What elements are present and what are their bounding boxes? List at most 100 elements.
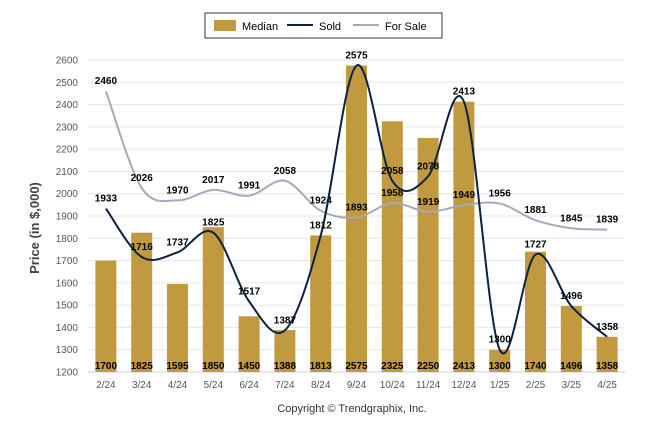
sold-point-label: 1716 [131,242,154,253]
median-bar-label: 1813 [310,361,333,372]
sold-point-label: 1825 [202,218,225,229]
y-axis-title: Price (in $,000) [27,182,42,274]
legend: Median Sold For Sale [204,12,443,39]
y-tick-label: 2200 [56,145,79,156]
for-sale-point-label: 1893 [345,203,368,214]
median-bar-label: 1300 [489,361,512,372]
sold-point-label: 1727 [524,240,547,251]
for-sale-point-label: 1919 [417,197,440,208]
y-tick-label: 1400 [56,323,79,334]
median-bar [525,251,546,372]
for-sale-point-label: 1949 [453,190,476,201]
x-tick-label: 6/24 [239,380,259,391]
x-tick-label: 8/24 [311,380,331,391]
x-tick-label: 4/25 [597,380,617,391]
for-sale-point-label: 2017 [202,175,225,186]
y-tick-label: 1300 [56,345,79,356]
sold-point-label: 2058 [381,166,404,177]
sold-point-label: 1812 [310,221,333,232]
sold-point-label: 2413 [453,87,476,98]
sold-point-label: 1496 [560,291,583,302]
for-sale-point-label: 2058 [274,166,297,177]
for-sale-point-label: 1956 [489,189,512,200]
for-sale-point-label: 1839 [596,215,619,226]
median-bar [310,235,332,372]
for-sale-point-label: 1958 [381,188,404,199]
legend-median-swatch [214,20,236,31]
legend-median-label: Median [242,21,278,33]
median-bar-label: 1450 [238,361,261,372]
median-bar [95,260,117,372]
x-tick-label: 11/24 [416,380,441,391]
median-bar-label: 2250 [417,361,440,372]
median-bar-label: 1496 [560,361,583,372]
y-tick-label: 2600 [56,56,79,67]
median-bar [346,65,367,373]
x-tick-label: 2/24 [96,380,116,391]
median-bar-label: 1388 [274,361,297,372]
y-tick-labels: 1200 1300 1400 1500 1600 1700 1800 1900 2000 2100… [56,56,79,379]
for-sale-point-label: 2026 [131,173,154,184]
median-bar-label: 2575 [345,361,368,372]
median-bar [417,138,439,372]
sold-point-label: 1358 [596,322,619,333]
y-tick-label: 1700 [56,256,79,267]
x-tick-label: 7/24 [275,380,295,391]
median-bar [453,101,475,372]
median-bar-label: 1740 [524,361,547,372]
for-sale-point-label: 2460 [95,76,118,87]
copyright-text: Copyright © Trendgraphix, Inc. [277,403,426,415]
x-tick-label: 9/24 [347,380,367,391]
for-sale-series: 2460 2026 1970 2017 1991 2058 1924 1893 1958 1919… [95,76,619,231]
median-bar [238,316,260,372]
x-tick-label: 10/24 [380,380,405,391]
median-bar [202,227,224,372]
median-bar [489,349,511,372]
y-tick-label: 2500 [56,78,79,89]
median-bar-label: 1825 [131,361,154,372]
median-bar-labels: 1700 1825 1595 1850 1450 1388 1813 2575 2325 2250… [95,361,619,372]
sold-point-label: 2078 [417,161,440,172]
x-tick-label: 3/25 [562,380,582,391]
median-bar [167,283,188,372]
sold-series: 1933 1716 1737 1825 1517 1387 1812 2575 2058 2078… [95,51,619,355]
y-tick-label: 2300 [56,122,79,133]
for-sale-point-label: 1924 [310,196,333,207]
x-tick-label: 12/24 [451,380,476,391]
median-bar [131,232,153,372]
legend-sold-label: Sold [319,21,341,33]
median-bar-label: 1700 [95,361,118,372]
y-tick-label: 1800 [56,234,79,245]
median-bar [560,306,582,372]
for-sale-point-label: 1991 [238,181,261,192]
x-tick-label: 5/24 [204,380,224,391]
x-tick-labels: 2/24 3/24 4/24 5/24 6/24 7/24 8/24 9/24 10/24 11/… [96,380,617,391]
median-bar [274,330,296,372]
median-bar-label: 1595 [166,361,189,372]
y-tick-label: 2400 [56,100,79,111]
median-bar [381,121,403,373]
median-bar-label: 2325 [381,361,404,372]
median-bar [596,336,618,372]
legend-box [204,12,443,39]
sold-point-label: 1387 [274,315,297,326]
median-bar-label: 1358 [596,361,619,372]
median-bar-label: 2413 [453,361,476,372]
x-tick-label: 1/25 [490,380,510,391]
y-tick-label: 1200 [56,368,79,379]
for-sale-line [104,90,608,231]
y-tick-label: 1500 [56,301,79,312]
for-sale-point-label: 1881 [524,205,547,216]
median-bars [95,65,618,373]
legend-for-sale-label: For Sale [385,21,427,33]
x-tick-label: 3/24 [132,380,152,391]
sold-point-label: 1933 [95,194,118,205]
for-sale-point-label: 1845 [560,213,583,224]
y-tick-label: 2000 [56,189,79,200]
for-sale-point-label: 1970 [166,185,189,196]
median-bar-label: 1850 [202,361,225,372]
sold-point-label: 1300 [489,335,512,346]
sold-point-label: 1737 [166,237,189,248]
y-tick-label: 1600 [56,278,79,289]
